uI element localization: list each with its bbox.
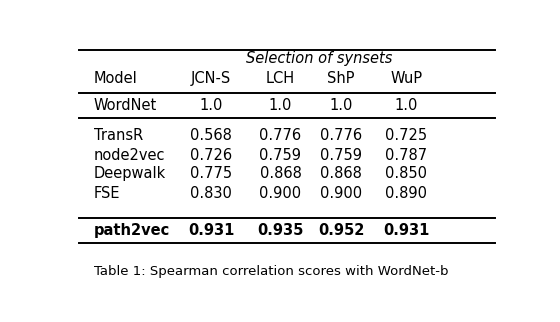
Text: 0.725: 0.725	[385, 128, 427, 143]
Text: TransR: TransR	[94, 128, 143, 143]
Text: WuP: WuP	[390, 71, 422, 86]
Text: Table 1: Spearman correlation scores with WordNet-b: Table 1: Spearman correlation scores wit…	[94, 265, 449, 278]
Text: LCH: LCH	[266, 71, 295, 86]
Text: FSE: FSE	[94, 186, 120, 201]
Text: 1.0: 1.0	[330, 98, 353, 113]
Text: 0.868: 0.868	[320, 166, 362, 181]
Text: 0.850: 0.850	[385, 166, 427, 181]
Text: 1.0: 1.0	[269, 98, 292, 113]
Text: WordNet: WordNet	[94, 98, 157, 113]
Text: 0.759: 0.759	[259, 148, 301, 163]
Text: 0.726: 0.726	[190, 148, 232, 163]
Text: 0.776: 0.776	[259, 128, 301, 143]
Text: JCN-S: JCN-S	[191, 71, 231, 86]
Text: 0.568: 0.568	[190, 128, 232, 143]
Text: 0.868: 0.868	[259, 166, 301, 181]
Text: 1.0: 1.0	[199, 98, 223, 113]
Text: 0.900: 0.900	[259, 186, 301, 201]
Text: ShP: ShP	[328, 71, 355, 86]
Text: 0.830: 0.830	[190, 186, 232, 201]
Text: 0.931: 0.931	[188, 223, 234, 238]
Text: Deepwalk: Deepwalk	[94, 166, 166, 181]
Text: node2vec: node2vec	[94, 148, 165, 163]
Text: 0.787: 0.787	[385, 148, 427, 163]
Text: 0.890: 0.890	[385, 186, 427, 201]
Text: 1.0: 1.0	[395, 98, 418, 113]
Text: 0.931: 0.931	[383, 223, 430, 238]
Text: Selection of synsets: Selection of synsets	[246, 51, 393, 66]
Text: 0.776: 0.776	[320, 128, 362, 143]
Text: 0.935: 0.935	[257, 223, 304, 238]
Text: 0.775: 0.775	[190, 166, 232, 181]
Text: path2vec: path2vec	[94, 223, 170, 238]
Text: Model: Model	[94, 71, 138, 86]
Text: 0.759: 0.759	[320, 148, 362, 163]
Text: 0.952: 0.952	[318, 223, 365, 238]
Text: 0.900: 0.900	[320, 186, 362, 201]
